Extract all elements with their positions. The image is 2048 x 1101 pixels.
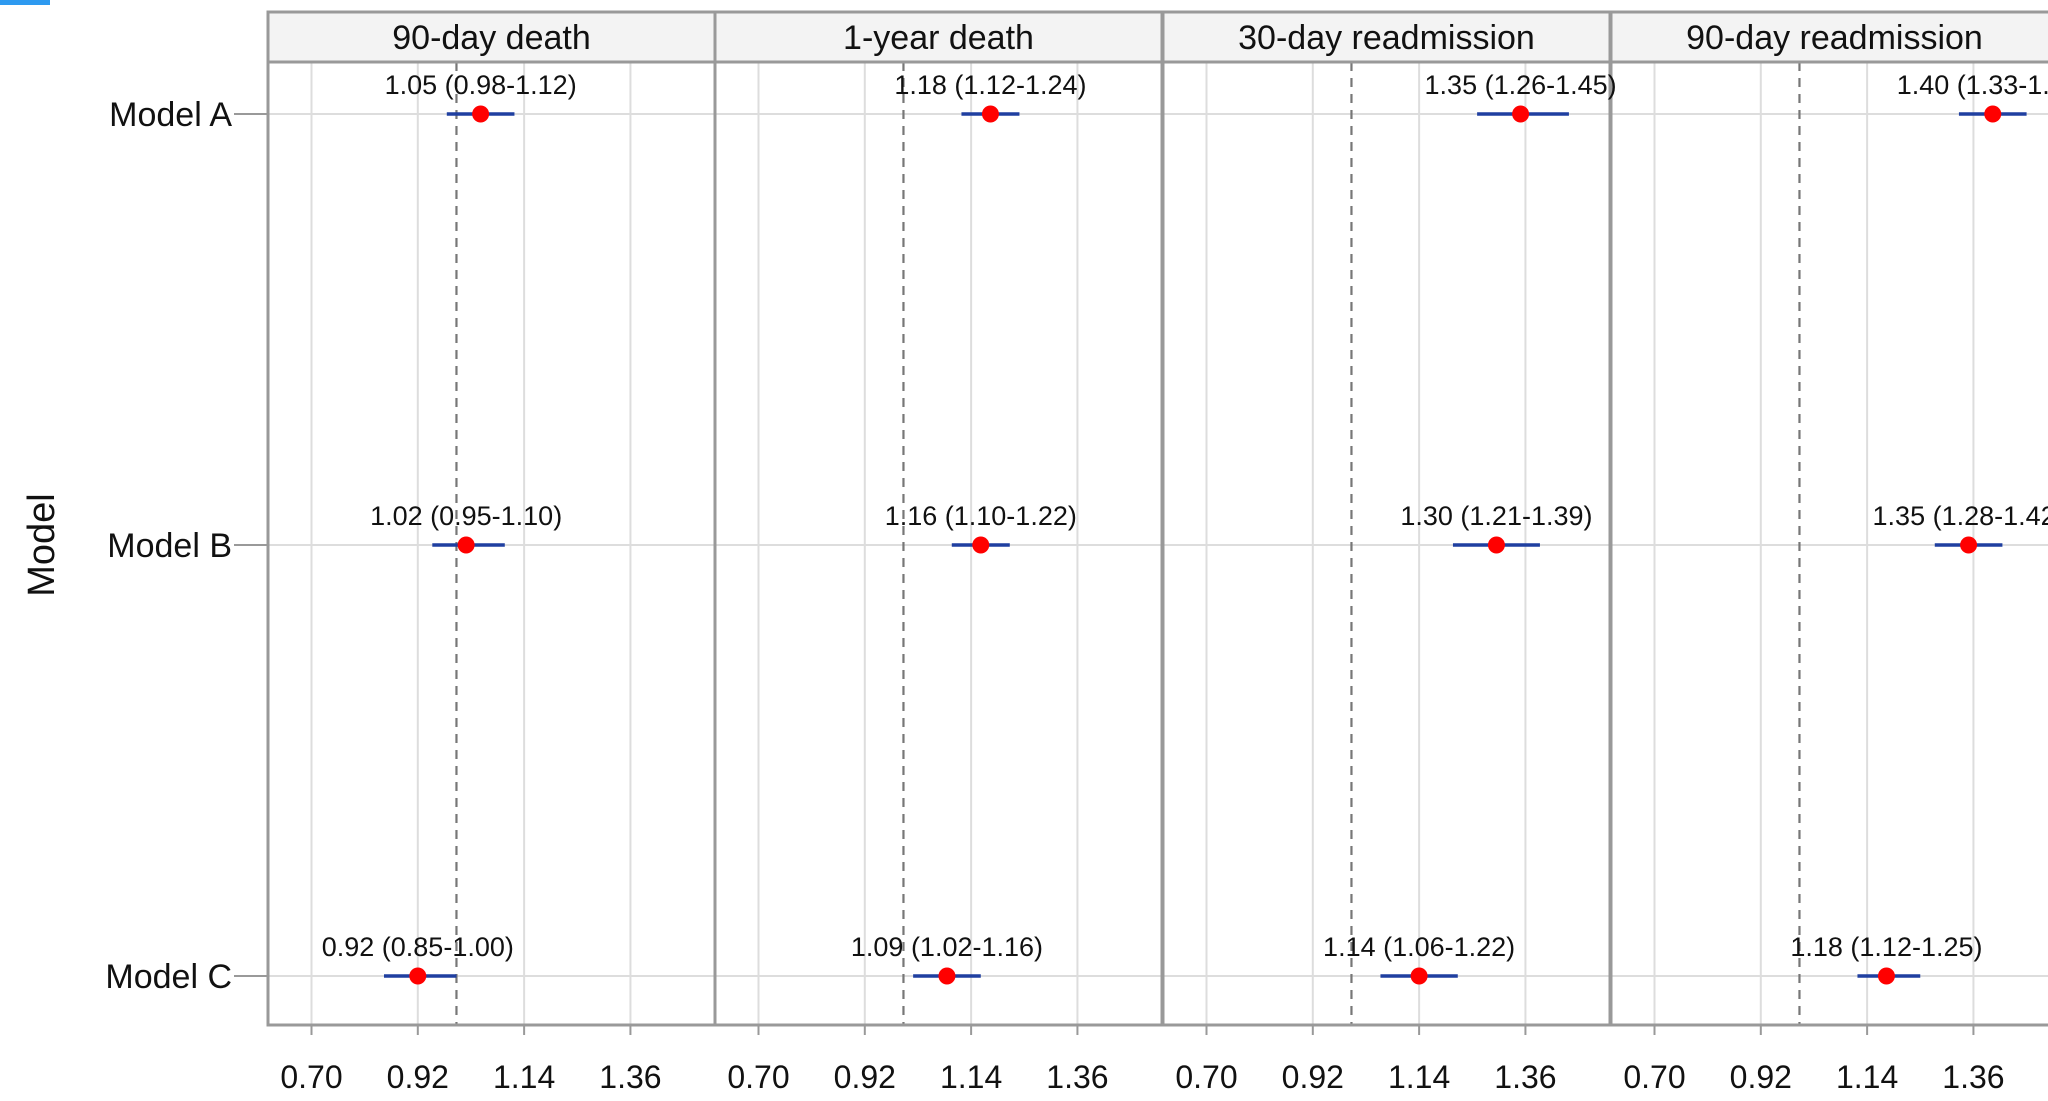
estimate-label: 1.18 (1.12-1.24): [894, 70, 1086, 100]
y-axis-title: Model: [21, 493, 63, 597]
estimate-point: [409, 967, 427, 985]
estimate-label: 1.16 (1.10-1.22): [885, 501, 1077, 531]
estimate-point: [1410, 967, 1428, 985]
x-tick-label: 0.70: [280, 1059, 342, 1095]
panel-1: 90-day death 0.70 0.92 1.14 1.36: [266, 10, 717, 1095]
x-tick-label: 0.92: [834, 1059, 896, 1095]
estimate-label: 1.18 (1.12-1.25): [1790, 932, 1982, 962]
panel-title: 90-day readmission: [1686, 19, 1983, 57]
x-tick-label: 1.14: [493, 1059, 555, 1095]
estimate-point: [1877, 967, 1895, 985]
estimate-label: 1.09 (1.02-1.16): [851, 932, 1043, 962]
estimate-label: 1.30 (1.21-1.39): [1400, 501, 1592, 531]
top-left-accent: [0, 0, 50, 5]
estimate-point: [972, 536, 990, 554]
panel-2: 1-year death 0.70 0.92 1.14 1.36: [713, 10, 1164, 1095]
estimate-label: 0.92 (0.85-1.00): [322, 932, 514, 962]
estimate-point: [938, 967, 956, 985]
x-tick-label: 0.92: [1730, 1059, 1792, 1095]
panel-header: [1609, 10, 2048, 64]
panel-4: 90-day readmission 0.70 0.92 1.14 1.36: [1609, 10, 2048, 1095]
x-tick-label: 0.92: [387, 1059, 449, 1095]
panel-plot-area: [1163, 62, 1610, 1025]
model-label: Model A: [109, 96, 232, 134]
panel-header: [266, 10, 717, 64]
panel-header: [713, 10, 1164, 64]
x-tick-label: 0.70: [1623, 1059, 1685, 1095]
labels-layer: Model A Model B Model C 1.05 (0.98-1.12) 1.0…: [105, 70, 2048, 996]
x-tick-label: 0.70: [1175, 1059, 1237, 1095]
estimate-label: 1.14 (1.06-1.22): [1323, 932, 1515, 962]
x-tick-label: 1.36: [599, 1059, 661, 1095]
panel-header: [1161, 10, 1612, 64]
x-tick-label: 1.36: [1942, 1059, 2004, 1095]
estimate-label: 1.05 (0.98-1.12): [385, 70, 577, 100]
estimate-point: [981, 105, 999, 123]
estimate-point: [1960, 536, 1978, 554]
panel-3: 30-day readmission 0.70 0.92 1.14 1.36: [1161, 10, 1612, 1095]
estimate-point: [1512, 105, 1530, 123]
x-tick-label: 1.36: [1046, 1059, 1108, 1095]
panel-title: 30-day readmission: [1238, 19, 1535, 57]
panel-title: 90-day death: [392, 19, 591, 57]
estimate-label: 1.35 (1.28-1.42): [1873, 501, 2048, 531]
x-tick-label: 1.14: [1388, 1059, 1450, 1095]
estimate-point: [472, 105, 490, 123]
panel-frame: [1609, 60, 2048, 1027]
panel-title: 1-year death: [843, 19, 1034, 57]
x-tick-label: 1.14: [940, 1059, 1002, 1095]
x-tick-label: 1.14: [1836, 1059, 1898, 1095]
estimate-point: [1984, 105, 2002, 123]
estimate-label: 1.40 (1.33-1.47): [1897, 70, 2048, 100]
x-tick-label: 0.92: [1282, 1059, 1344, 1095]
estimate-label: 1.35 (1.26-1.45): [1425, 70, 1617, 100]
model-label: Model B: [107, 527, 232, 565]
x-tick-label: 1.36: [1494, 1059, 1556, 1095]
estimate-label: 1.02 (0.95-1.10): [370, 501, 562, 531]
x-tick-label: 0.70: [727, 1059, 789, 1095]
panel-plot-area: [715, 62, 1162, 1025]
estimate-point: [457, 536, 475, 554]
model-label: Model C: [105, 958, 232, 996]
estimate-point: [1487, 536, 1505, 554]
